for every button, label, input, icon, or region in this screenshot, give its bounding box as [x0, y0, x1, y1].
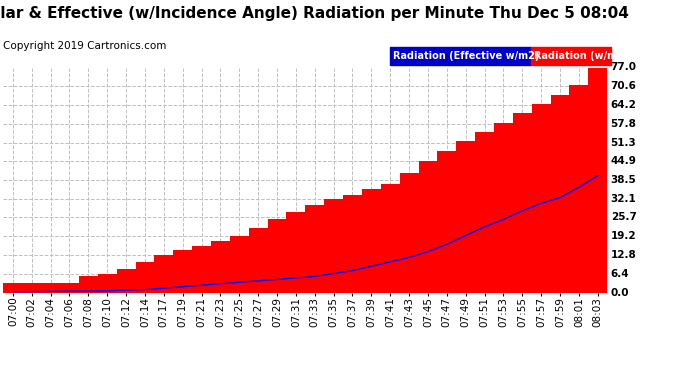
Text: 57.8: 57.8	[611, 118, 636, 129]
Bar	[248, 228, 268, 292]
Text: 19.2: 19.2	[611, 231, 636, 242]
Bar	[475, 132, 494, 292]
Bar	[135, 262, 155, 292]
Text: Copyright 2019 Cartronics.com: Copyright 2019 Cartronics.com	[3, 41, 167, 51]
Bar	[381, 184, 400, 292]
Bar	[532, 104, 551, 292]
Bar	[22, 283, 41, 292]
Bar	[155, 255, 173, 292]
Bar	[569, 85, 589, 292]
Text: 0.0: 0.0	[611, 288, 629, 297]
Text: 32.1: 32.1	[611, 194, 636, 204]
Bar	[419, 161, 437, 292]
Bar	[79, 276, 98, 292]
Bar	[286, 212, 305, 292]
Text: 44.9: 44.9	[611, 156, 636, 166]
Bar	[513, 113, 532, 292]
Text: 12.8: 12.8	[611, 250, 636, 260]
Bar	[589, 68, 607, 292]
Text: 51.3: 51.3	[611, 138, 636, 148]
Bar	[230, 236, 248, 292]
Bar	[268, 219, 286, 292]
Bar	[211, 242, 230, 292]
Text: Solar & Effective (w/Incidence Angle) Radiation per Minute Thu Dec 5 08:04: Solar & Effective (w/Incidence Angle) Ra…	[0, 6, 629, 21]
Bar	[192, 246, 211, 292]
Text: 77.0: 77.0	[611, 63, 637, 72]
Text: 6.4: 6.4	[611, 269, 629, 279]
Bar	[324, 199, 343, 292]
Text: Radiation (w/m2): Radiation (w/m2)	[534, 51, 629, 61]
Text: 25.7: 25.7	[611, 212, 636, 222]
Bar	[400, 173, 419, 292]
Bar	[456, 141, 475, 292]
Bar	[305, 205, 324, 292]
Bar	[494, 123, 513, 292]
Bar	[551, 95, 569, 292]
Bar	[98, 274, 117, 292]
Text: 38.5: 38.5	[611, 175, 636, 185]
Text: 64.2: 64.2	[611, 100, 636, 110]
Text: 70.6: 70.6	[611, 81, 636, 91]
Bar	[60, 283, 79, 292]
Bar	[362, 189, 381, 292]
Bar	[437, 151, 456, 292]
Bar	[41, 283, 60, 292]
Bar	[173, 250, 192, 292]
Bar	[343, 195, 362, 292]
Bar	[117, 269, 135, 292]
Bar	[3, 283, 22, 292]
Text: Radiation (Effective w/m2): Radiation (Effective w/m2)	[393, 51, 539, 61]
